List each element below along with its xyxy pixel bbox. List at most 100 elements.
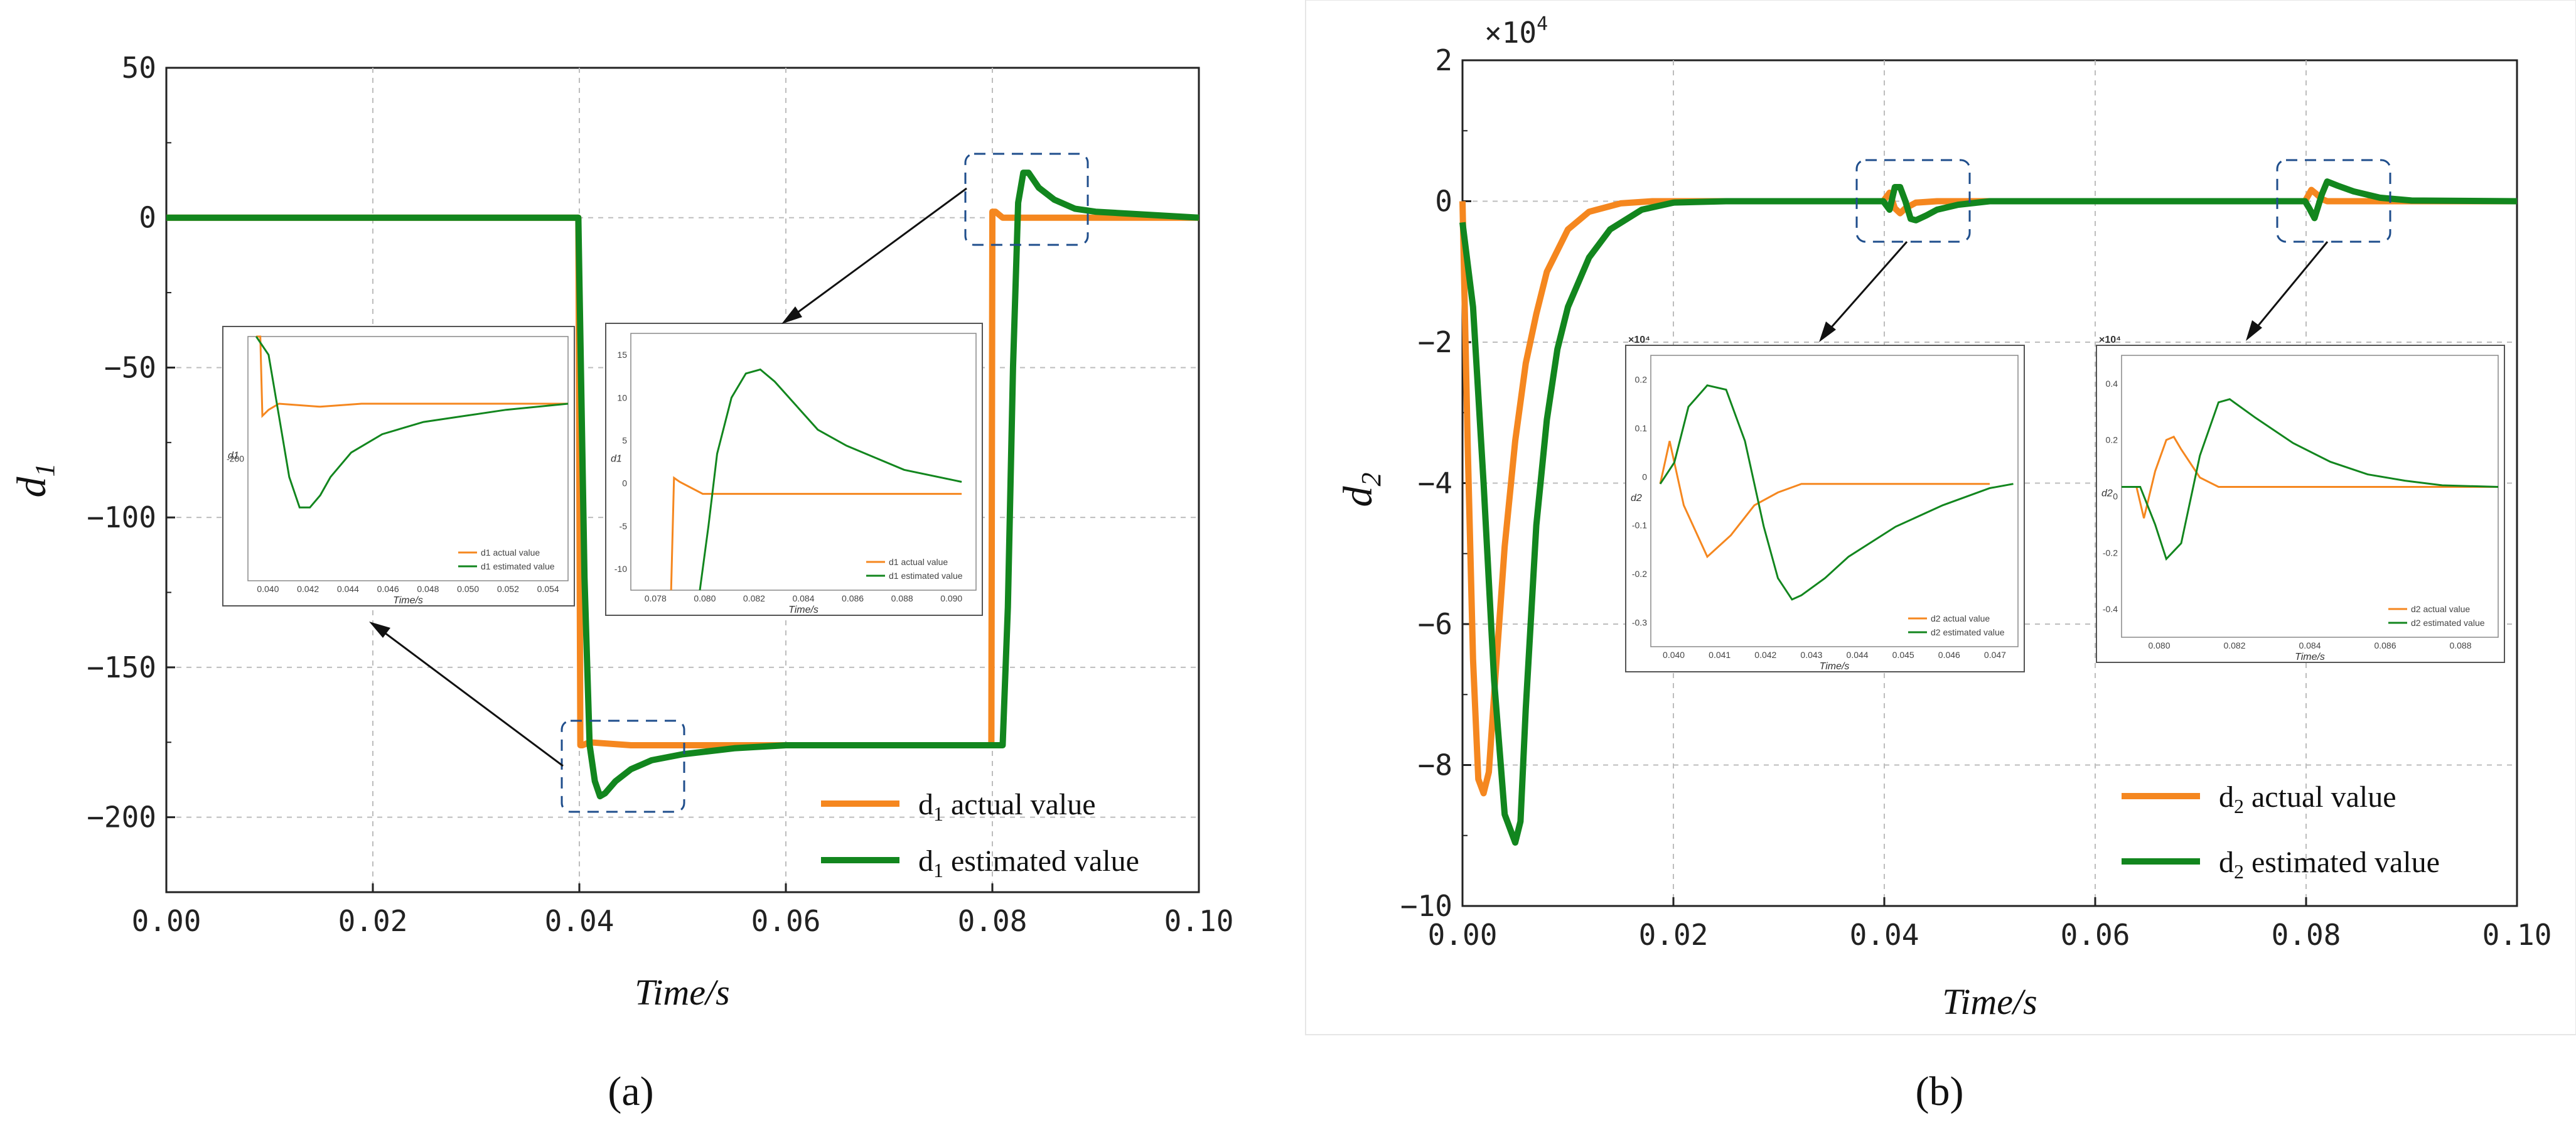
inset-y-axis-title: d2	[2101, 488, 2113, 499]
inset-x-axis-title: Time/s	[393, 595, 423, 606]
inset-x-tick-label: 0.086	[842, 593, 864, 603]
inset-plot-area	[630, 333, 977, 591]
inset-legend-label: d1 actual value	[481, 547, 540, 558]
inset-series-estimated	[255, 336, 569, 509]
inset-plot-area	[2121, 355, 2499, 638]
inset-y-tick-label: -0.2	[1632, 569, 1647, 579]
x-tick-label: 0.04	[1850, 918, 1919, 952]
inset-x-tick-label: 0.082	[2223, 640, 2245, 650]
panel-b-label: (b)	[1916, 1069, 1964, 1114]
inset-y-tick-label: 5	[622, 435, 627, 445]
inset-x-tick-label: 0.044	[337, 584, 359, 594]
inset-x-tick-label: 0.052	[497, 584, 519, 594]
inset-y-tick-label: -10	[614, 564, 627, 574]
y-tick-label: −50	[104, 350, 156, 384]
inset-frame	[605, 323, 983, 616]
panel-b-legend-actual: d2 actual value	[2219, 780, 2396, 817]
panel-b-series-d2-estimated	[1459, 178, 2518, 846]
panel-b-x-axis-title: Time/s	[1942, 981, 2037, 1022]
y-tick-label: −8	[1418, 748, 1452, 782]
panel-a-legend-estimated: d1 estimated value	[918, 844, 1139, 881]
panel-a-zoom-box-1	[561, 720, 685, 813]
x-tick-label: 0.00	[1428, 918, 1498, 952]
panel-a-arrow-2	[781, 187, 967, 324]
x-tick-label: 0.10	[1164, 904, 1234, 938]
panel-a-ticks: 0.00 0.02 0.04 0.06 0.08 0.10500−50−100−150−2…	[87, 51, 1233, 938]
inset-x-tick-label: 0.080	[2148, 640, 2170, 650]
inset-x-tick-label: 0.042	[1754, 650, 1776, 660]
inset-plot-area	[247, 336, 569, 581]
x-tick-label: 0.02	[338, 904, 408, 938]
inset-x-tick-label: 0.046	[1938, 650, 1960, 660]
inset-x-tick-label: 0.080	[694, 593, 716, 603]
x-tick-label: 0.08	[958, 904, 1028, 938]
inset-series-estimated	[1659, 384, 2014, 601]
panel-a-series-d1-estimated	[166, 170, 1199, 800]
inset-series-actual	[256, 335, 568, 418]
panel-b-inset-1: 0.040 0.041 0.042 0.043 0.044 0.045 0.046 0.047…	[1625, 335, 2025, 672]
panel-a-zoom-box-2	[964, 153, 1089, 246]
inset-y-tick-label: -0.3	[1632, 617, 1647, 627]
inset-x-axis-title: Time/s	[2295, 652, 2325, 662]
inset-y-tick-label: 0.4	[2106, 379, 2118, 389]
inset-x-tick-label: 0.082	[743, 593, 765, 603]
inset-y-axis-title: d2	[1631, 493, 1642, 504]
panel-a-legend-actual: d1 actual value	[918, 788, 1096, 825]
y-tick-label: −100	[87, 500, 156, 534]
x-tick-label: 0.02	[1639, 918, 1709, 952]
x-tick-label: 0.10	[2482, 918, 2552, 952]
y-tick-label: −10	[1400, 889, 1452, 923]
y-tick-label: −2	[1418, 325, 1452, 359]
inset-legend-label: d2 estimated value	[1931, 627, 2005, 637]
inset-x-tick-label: 0.088	[891, 593, 913, 603]
inset-x-tick-label: 0.084	[2299, 640, 2321, 650]
inset-y-tick-label: -0.1	[1632, 520, 1647, 531]
x-tick-label: 0.06	[2061, 918, 2130, 952]
panel-a-x-axis-title: Time/s	[635, 972, 730, 1013]
panel-a-legend: d1 actual value d1 estimated value	[821, 788, 1139, 881]
y-tick-label: 2	[1435, 43, 1452, 77]
panel-a-inset-2: 0.078 0.080 0.082 0.084 0.086 0.088 0.090 15 10 5…	[605, 323, 983, 616]
inset-y-tick-label: 15	[617, 350, 627, 360]
inset-y-tick-label: 0	[2113, 492, 2118, 502]
x-tick-label: 0.06	[751, 904, 821, 938]
inset-series-actual	[2122, 435, 2498, 519]
x-tick-label: 0.08	[2272, 918, 2341, 952]
inset-x-tick-label: 0.044	[1847, 650, 1869, 660]
inset-x-tick-label: 0.054	[537, 584, 559, 594]
panel-b-legend: d2 actual value d2 estimated value	[2122, 780, 2440, 883]
inset-x-tick-label: 0.040	[257, 584, 279, 594]
x-tick-label: 0.00	[132, 904, 201, 938]
inset-legend-label: d2 actual value	[1931, 613, 1990, 623]
inset-y-axis-title: d1	[228, 451, 239, 461]
inset-y-tick-label: 0.1	[1635, 423, 1648, 433]
inset-y-tick-label: 0.2	[2106, 435, 2118, 445]
inset-y-tick-label: 10	[617, 392, 627, 402]
y-tick-label: −4	[1418, 466, 1452, 500]
inset-series-actual	[1659, 441, 1990, 559]
inset-legend-label: d1 estimated value	[481, 561, 555, 571]
inset-x-tick-label: 0.042	[297, 584, 319, 594]
inset-x-axis-title: Time/s	[1820, 661, 1850, 672]
inset-series-actual	[670, 476, 962, 591]
inset-y-axis-title: d1	[611, 454, 622, 465]
inset-x-tick-label: 0.046	[377, 584, 399, 594]
y-tick-label: 0	[139, 201, 156, 235]
inset-x-axis-title: Time/s	[788, 605, 818, 615]
inset-legend-label: d2 estimated value	[2411, 618, 2485, 628]
inset-x-tick-label: 0.078	[645, 593, 667, 603]
inset-scale-label: ×10⁴	[2099, 335, 2121, 345]
inset-y-tick-label: -0.4	[2103, 604, 2118, 614]
inset-frame	[1625, 345, 2025, 672]
panel-b-inset-2: 0.080 0.082 0.084 0.086 0.088 0.4 0.2 0 -0.2 -0.4…	[2096, 335, 2505, 663]
panel-b-legend-estimated: d2 estimated value	[2219, 846, 2440, 883]
x-tick-label: 0.04	[545, 904, 614, 938]
inset-x-tick-label: 0.088	[2449, 640, 2471, 650]
y-tick-label: −150	[87, 650, 156, 684]
panel-a-chart: 0.00 0.02 0.04 0.06 0.08 0.10500−50−100−150−2…	[9, 51, 1233, 1114]
panel-b-arrow-1	[1819, 241, 1908, 342]
inset-scale-label: ×10⁴	[1628, 335, 1650, 345]
inset-x-tick-label: 0.043	[1800, 650, 1822, 660]
